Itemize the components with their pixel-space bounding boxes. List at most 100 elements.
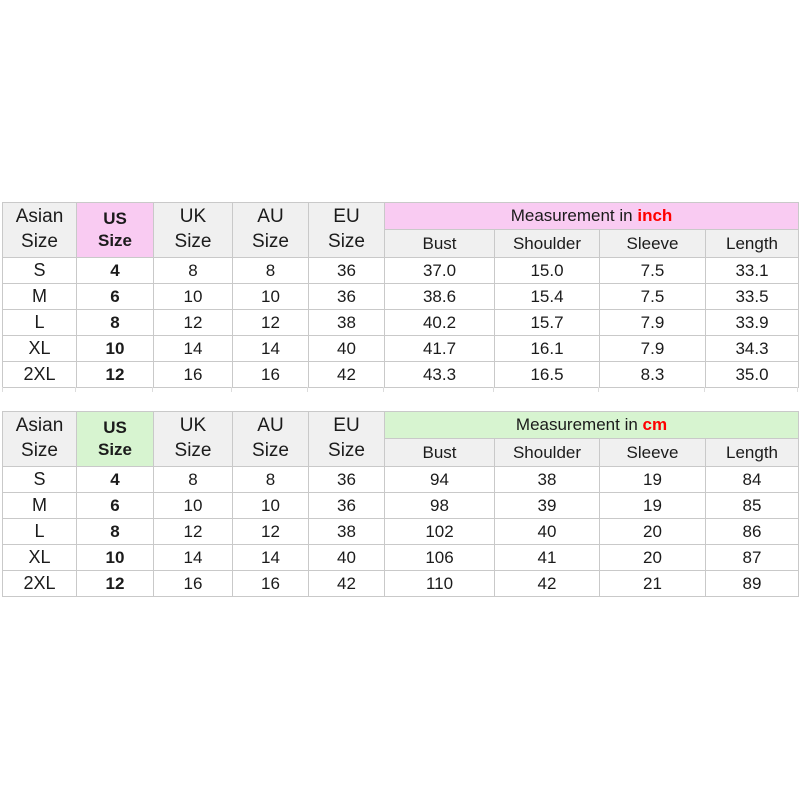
cell-sleeve-m: 19 — [599, 492, 706, 519]
cell-uk-size-2xl: 16 — [153, 361, 233, 388]
cell-bust-m: 98 — [384, 492, 495, 519]
cell-sleeve-2xl: 21 — [599, 570, 706, 597]
cell-asian-size-l: L — [2, 518, 77, 545]
col-header-bust: Bust — [384, 438, 495, 467]
cell-sleeve-xl: 20 — [599, 544, 706, 571]
banner-unit-text: cm — [642, 415, 668, 434]
cell-sleeve-l: 20 — [599, 518, 706, 545]
cell-uk-size-s: 8 — [153, 257, 233, 284]
cell-au-size-l: 12 — [232, 309, 309, 336]
cell-asian-size-xl: XL — [2, 335, 77, 362]
cell-uk-size-m: 10 — [153, 283, 233, 310]
cell-shoulder-2xl: 16.5 — [494, 361, 600, 388]
cell-uk-size-xl: 14 — [153, 335, 233, 362]
cell-asian-size-2xl: 2XL — [2, 570, 77, 597]
cell-au-size-m: 10 — [232, 492, 309, 519]
cell-sleeve-s: 7.5 — [599, 257, 706, 284]
table-row-2xl: 2XL 12 16 16 42 110 42 21 89 — [2, 570, 800, 597]
cell-bust-xl: 41.7 — [384, 335, 495, 362]
cell-bust-s: 37.0 — [384, 257, 495, 284]
cell-eu-size-2xl: 42 — [308, 570, 385, 597]
cell-uk-size-l: 12 — [153, 309, 233, 336]
cell-us-size-m: 6 — [76, 492, 154, 519]
cell-bust-s: 94 — [384, 466, 495, 493]
cell-eu-size-s: 36 — [308, 257, 385, 284]
cell-eu-size-m: 36 — [308, 492, 385, 519]
table-row-l: L 8 12 12 38 40.2 15.7 7.9 33.9 — [2, 309, 800, 336]
cell-bust-l: 40.2 — [384, 309, 495, 336]
cell-asian-size-m: M — [2, 283, 77, 310]
cell-uk-size-l: 12 — [153, 518, 233, 545]
banner-unit-text: inch — [637, 206, 673, 225]
cell-sleeve-s: 19 — [599, 466, 706, 493]
table-row-s: S 4 8 8 36 94 38 19 84 — [2, 466, 800, 493]
banner-prefix-text: Measurement in — [510, 206, 638, 225]
cell-shoulder-xl: 41 — [494, 544, 600, 571]
cell-us-size-s: 4 — [76, 466, 154, 493]
col-header-eu-size: EU Size — [308, 202, 385, 258]
cell-bust-xl: 106 — [384, 544, 495, 571]
cell-us-size-l: 8 — [76, 309, 154, 336]
cell-length-m: 85 — [704, 492, 800, 519]
cell-uk-size-s: 8 — [153, 466, 233, 493]
size-table-inch: Asian Size US Size UK Size AU Size EU Size Me… — [2, 202, 800, 388]
cell-asian-size-xl: XL — [2, 544, 77, 571]
cell-au-size-xl: 14 — [232, 544, 309, 571]
cell-bust-2xl: 43.3 — [384, 361, 495, 388]
table-row-s: S 4 8 8 36 37.0 15.0 7.5 33.1 — [2, 257, 800, 284]
col-header-uk-size: UK Size — [153, 202, 233, 258]
gridline-stub — [308, 387, 384, 392]
cell-bust-m: 38.6 — [384, 283, 495, 310]
col-header-sleeve: Sleeve — [599, 438, 706, 467]
col-header-shoulder: Shoulder — [494, 438, 600, 467]
cell-asian-size-l: L — [2, 309, 77, 336]
col-header-asian-size: Asian Size — [2, 202, 77, 258]
cell-shoulder-l: 40 — [494, 518, 600, 545]
col-header-us-size: US Size — [76, 411, 154, 467]
cell-eu-size-l: 38 — [308, 518, 385, 545]
gridline-stubs — [2, 387, 798, 392]
gridline-stub — [705, 387, 798, 392]
cell-length-s: 33.1 — [704, 257, 800, 284]
banner-prefix-text: Measurement in — [515, 415, 643, 434]
cell-uk-size-m: 10 — [153, 492, 233, 519]
cell-au-size-l: 12 — [232, 518, 309, 545]
cm-size-table-block: Asian Size US Size UK Size AU Size EU Size Me… — [2, 411, 800, 597]
cell-au-size-m: 10 — [232, 283, 309, 310]
table-row-m: M 6 10 10 36 38.6 15.4 7.5 33.5 — [2, 283, 800, 310]
cell-eu-size-xl: 40 — [308, 544, 385, 571]
col-header-length: Length — [704, 438, 800, 467]
cell-eu-size-2xl: 42 — [308, 361, 385, 388]
measurement-banner-cm: Measurement in cm — [383, 411, 800, 439]
cell-eu-size-l: 38 — [308, 309, 385, 336]
cell-au-size-s: 8 — [232, 466, 309, 493]
cell-eu-size-m: 36 — [308, 283, 385, 310]
gridline-stub — [599, 387, 705, 392]
cell-shoulder-xl: 16.1 — [494, 335, 600, 362]
gridline-stub — [76, 387, 153, 392]
cell-au-size-s: 8 — [232, 257, 309, 284]
cell-us-size-s: 4 — [76, 257, 154, 284]
cell-eu-size-xl: 40 — [308, 335, 385, 362]
cell-us-size-xl: 10 — [76, 335, 154, 362]
size-table-cm: Asian Size US Size UK Size AU Size EU Size Me… — [2, 411, 800, 597]
gridline-stub — [494, 387, 599, 392]
cell-asian-size-m: M — [2, 492, 77, 519]
cell-sleeve-l: 7.9 — [599, 309, 706, 336]
cell-asian-size-s: S — [2, 257, 77, 284]
table-row-2xl: 2XL 12 16 16 42 43.3 16.5 8.3 35.0 — [2, 361, 800, 388]
col-header-sleeve: Sleeve — [599, 229, 706, 258]
cell-shoulder-s: 38 — [494, 466, 600, 493]
col-header-uk-size: UK Size — [153, 411, 233, 467]
cell-uk-size-2xl: 16 — [153, 570, 233, 597]
cell-shoulder-2xl: 42 — [494, 570, 600, 597]
cell-uk-size-xl: 14 — [153, 544, 233, 571]
cell-length-m: 33.5 — [704, 283, 800, 310]
col-header-length: Length — [704, 229, 800, 258]
cell-us-size-xl: 10 — [76, 544, 154, 571]
cell-shoulder-l: 15.7 — [494, 309, 600, 336]
col-header-eu-size: EU Size — [308, 411, 385, 467]
cell-sleeve-xl: 7.9 — [599, 335, 706, 362]
col-header-bust: Bust — [384, 229, 495, 258]
